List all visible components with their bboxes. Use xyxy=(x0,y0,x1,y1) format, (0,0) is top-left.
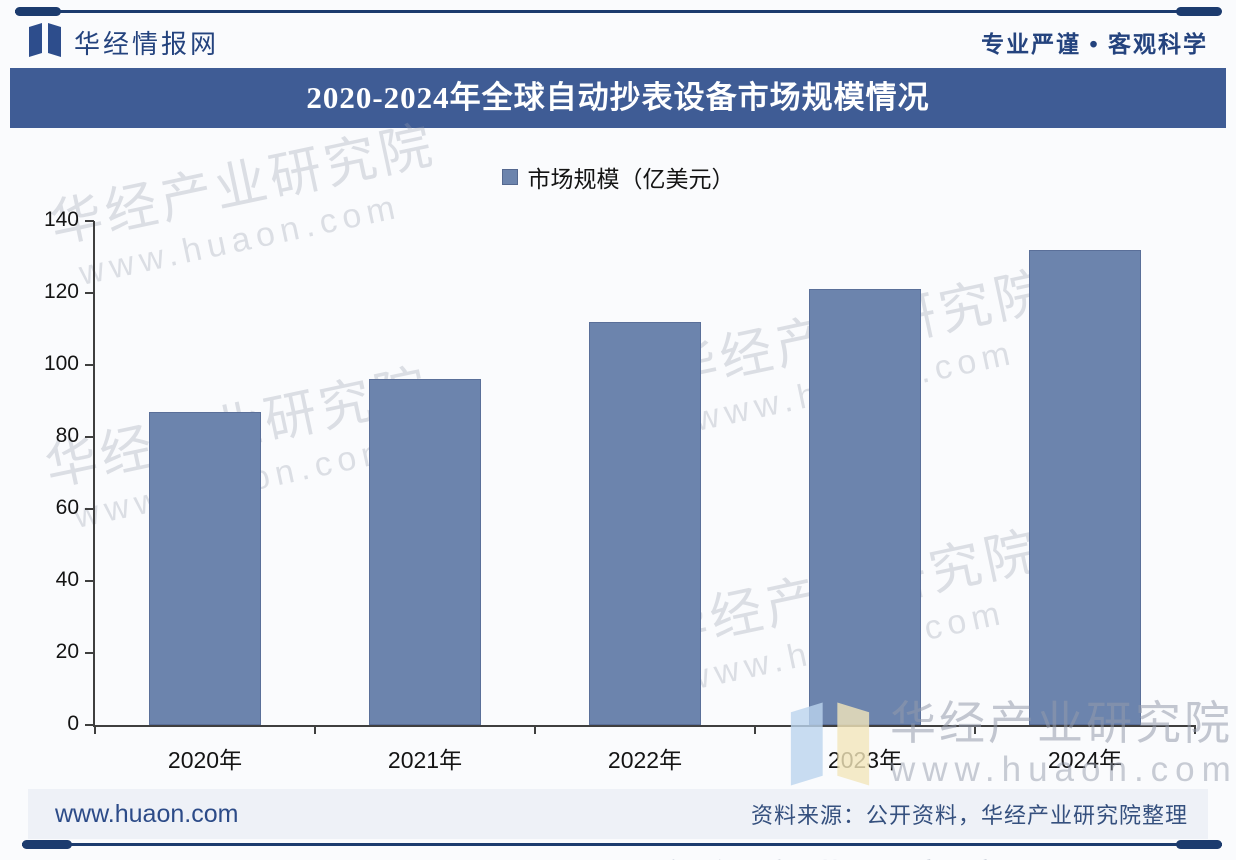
y-axis-tick-mark xyxy=(85,292,94,294)
x-axis-category-label: 2024年 xyxy=(1047,747,1123,773)
y-axis-tick-label: 100 xyxy=(43,352,79,375)
y-axis-tick-mark xyxy=(85,436,94,438)
y-axis-tick-label: 80 xyxy=(55,424,79,447)
y-axis-tick-label: 20 xyxy=(55,640,79,663)
x-axis-category-label: 2020年 xyxy=(167,747,243,773)
y-axis-tick-mark xyxy=(85,220,94,222)
bar-2022年 xyxy=(589,321,701,725)
x-axis-tick-mark xyxy=(754,725,756,734)
y-axis-tick-label: 40 xyxy=(55,568,79,591)
title-banner: 2020-2024年全球自动抄表设备市场规模情况 xyxy=(10,68,1226,128)
bar-2023年 xyxy=(809,289,921,725)
x-axis-tick-mark xyxy=(974,725,976,734)
chart-title: 2020-2024年全球自动抄表设备市场规模情况 xyxy=(306,80,930,115)
y-axis-tick-label: 140 xyxy=(43,208,79,231)
legend-label: 市场规模（亿美元） xyxy=(527,166,735,192)
bottom-rule-line xyxy=(22,843,1222,846)
brand-logo-icon xyxy=(28,22,62,63)
bottom-rule-right-cap xyxy=(1176,840,1222,849)
y-axis-tick-mark xyxy=(85,364,94,366)
watermark-bottom-cutoff: 华经产业研究院 xyxy=(660,847,1010,860)
x-axis-tick-mark xyxy=(1194,725,1196,734)
footer-strip xyxy=(28,789,1208,839)
top-rule-right-cap xyxy=(1176,7,1222,16)
x-axis-tick-mark xyxy=(314,725,316,734)
brand-name: 华经情报网 xyxy=(74,28,220,59)
bar-2021年 xyxy=(369,379,481,725)
x-axis-tick-mark xyxy=(534,725,536,734)
header-slogan: 专业严谨 • 客观科学 xyxy=(981,31,1208,57)
x-axis-category-label: 2022年 xyxy=(607,747,683,773)
y-axis-tick-mark xyxy=(85,508,94,510)
top-rule-line xyxy=(15,10,1221,13)
y-axis-tick-label: 0 xyxy=(67,712,79,735)
footer-source: 资料来源：公开资料，华经产业研究院整理 xyxy=(750,803,1188,828)
y-axis-tick-label: 60 xyxy=(55,496,79,519)
bar-2024年 xyxy=(1029,249,1141,725)
y-axis-tick-mark xyxy=(85,652,94,654)
bar-chart-plot-area: 0 20 40 60 80 100 120 140 2020年 2021年 2022年 2023年 20… xyxy=(44,208,1196,773)
x-axis-tick-mark xyxy=(94,725,96,734)
legend: 市场规模（亿美元） xyxy=(0,160,1236,194)
y-axis-tick-mark xyxy=(85,724,94,726)
bar-2020年 xyxy=(149,411,261,725)
x-axis-category-label: 2023年 xyxy=(827,747,903,773)
brand: 华经情报网 xyxy=(28,22,219,63)
footer: www.huaon.com 资料来源：公开资料，华经产业研究院整理 xyxy=(55,794,1188,834)
y-axis-tick-label: 120 xyxy=(43,280,79,303)
x-axis-category-label: 2021年 xyxy=(387,747,463,773)
legend-swatch-icon xyxy=(501,169,518,185)
footer-website: www.huaon.com xyxy=(55,799,239,828)
y-axis-tick-mark xyxy=(85,580,94,582)
header: 华经情报网 专业严谨 • 客观科学 xyxy=(28,20,1208,64)
